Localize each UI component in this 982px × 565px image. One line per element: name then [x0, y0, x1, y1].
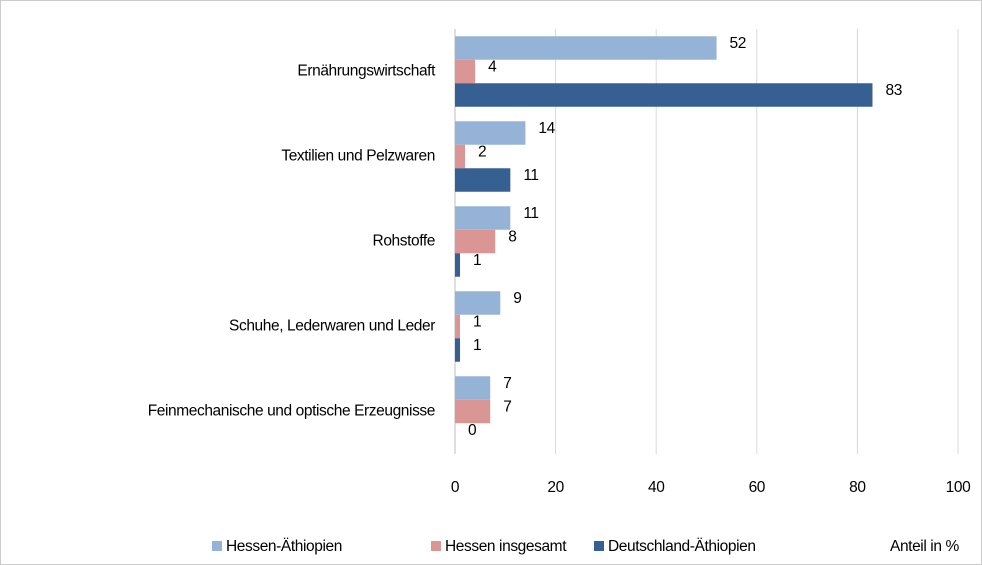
data-label: 2 — [478, 144, 486, 161]
legend-label: Deutschland-Äthiopien — [608, 538, 756, 555]
bar — [455, 83, 873, 107]
bar — [455, 168, 511, 192]
y-tick-label: Textilien und Pelzwaren — [281, 148, 435, 165]
y-tick-label: Rohstoffe — [373, 233, 435, 250]
data-label: 11 — [523, 205, 538, 222]
x-tick-label: 20 — [547, 479, 564, 496]
bar — [455, 36, 717, 60]
data-label: 52 — [730, 35, 746, 52]
bar — [455, 144, 466, 169]
data-label: 7 — [503, 399, 511, 416]
legend-swatch — [212, 541, 222, 551]
data-label: 4 — [488, 59, 497, 76]
data-label: 11 — [523, 167, 538, 184]
legend-label: Hessen-Äthiopien — [226, 538, 342, 555]
legend-swatch — [431, 541, 441, 551]
data-label: 14 — [538, 120, 555, 137]
data-label: 1 — [473, 314, 481, 331]
bar — [455, 59, 476, 84]
x-tick-label: 60 — [749, 479, 766, 496]
bar — [455, 399, 491, 424]
bar — [455, 338, 461, 362]
data-label: 7 — [503, 375, 511, 392]
x-tick-label: 0 — [451, 479, 460, 496]
data-label: 9 — [513, 290, 521, 307]
x-tick-label: 100 — [946, 479, 971, 496]
legend-swatch — [594, 541, 604, 551]
bar — [455, 121, 526, 145]
data-label: 8 — [508, 229, 516, 246]
x-axis-title: Anteil in % — [890, 538, 959, 555]
bar — [455, 291, 501, 315]
bar — [455, 253, 461, 277]
bar — [455, 376, 491, 400]
y-tick-label: Feinmechanische und optische Erzeugnisse — [148, 403, 435, 420]
x-tick-label: 40 — [648, 479, 665, 496]
legend-label: Hessen insgesamt — [445, 538, 567, 555]
y-tick-label: Schuhe, Lederwaren und Leder — [229, 318, 435, 335]
data-label: 1 — [473, 252, 481, 269]
data-label: 83 — [885, 82, 901, 99]
data-label: 1 — [473, 337, 481, 354]
data-label: 0 — [468, 422, 477, 439]
bar — [455, 229, 496, 254]
x-tick-label: 80 — [849, 479, 866, 496]
bar — [455, 314, 461, 339]
y-tick-label: Ernährungswirtschaft — [297, 63, 436, 80]
bar — [455, 206, 511, 230]
